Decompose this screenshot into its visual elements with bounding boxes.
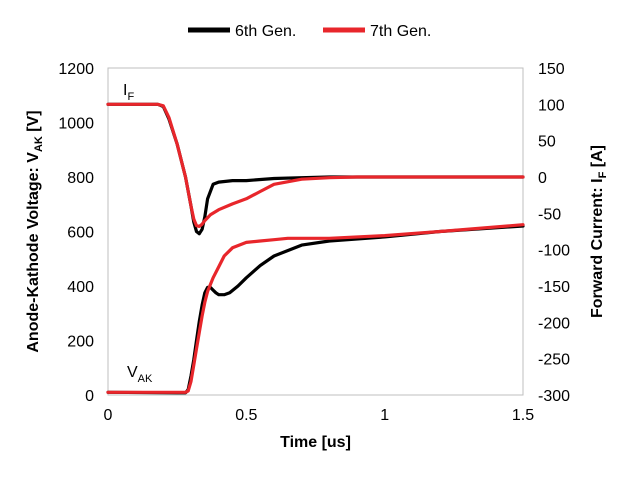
series-layer: [106, 102, 525, 395]
y-right-tick-label: -250: [538, 352, 570, 369]
legend-label: 6th Gen.: [235, 23, 296, 40]
x-tick-label: 1: [380, 407, 389, 424]
y-left-tick-label: 0: [85, 388, 94, 405]
y-left-tick-label: 1200: [58, 61, 94, 78]
tick-labels: 0 0.5 1 1.5020040060080010001200-300-250-20…: [58, 61, 570, 424]
y-right-tick-label: -50: [538, 206, 561, 223]
y-left-tick-label: 1000: [58, 116, 94, 133]
legend-label: 7th Gen.: [370, 23, 431, 40]
y-right-tick-label: -100: [538, 243, 570, 260]
y-left-axis-title: Anode-Kathode Voltage: VAK [V]: [25, 110, 45, 352]
axis-titles: Time [us] Anode-Kathode Voltage: VAK [V] F…: [25, 110, 609, 451]
plot-border: [107, 67, 524, 396]
x-tick-label: 0.5: [235, 407, 257, 424]
annotations: IF VAK: [123, 82, 153, 385]
plot-area: [107, 67, 524, 396]
series-current-7th-gen: [106, 102, 525, 228]
annotation-voltage: VAK: [127, 364, 153, 385]
y-right-tick-label: 100: [538, 97, 565, 114]
legend: 6th Gen. 7th Gen.: [188, 23, 431, 40]
y-right-tick-label: 150: [538, 61, 565, 78]
y-left-tick-label: 400: [67, 279, 94, 296]
y-right-tick-label: 0: [538, 170, 547, 187]
y-right-tick-label: -300: [538, 388, 570, 405]
y-right-tick-label: -200: [538, 315, 570, 332]
y-left-tick-label: 800: [67, 170, 94, 187]
y-left-tick-label: 200: [67, 334, 94, 351]
y-right-axis-title: Forward Current: IF [A]: [589, 145, 609, 318]
annotation-current: IF: [123, 82, 134, 103]
x-tick-label: 0: [104, 407, 113, 424]
series-voltage-6th-gen: [106, 224, 525, 395]
y-right-tick-label: 50: [538, 134, 556, 151]
x-tick-label: 1.5: [512, 407, 534, 424]
y-left-tick-label: 600: [67, 225, 94, 242]
y-right-tick-label: -150: [538, 279, 570, 296]
x-axis-title: Time [us]: [280, 434, 351, 451]
series-voltage-7th-gen: [106, 223, 525, 394]
